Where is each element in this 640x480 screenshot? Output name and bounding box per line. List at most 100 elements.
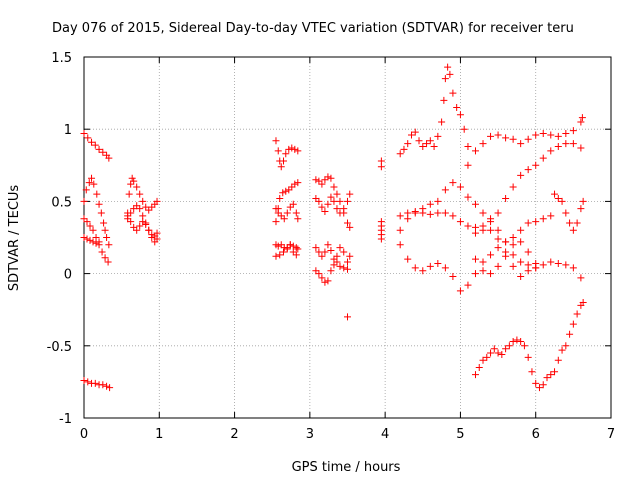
data-point-marker [487, 270, 495, 278]
series-sat-c [80, 215, 112, 266]
data-point-marker [148, 203, 156, 211]
data-point-marker [441, 186, 449, 194]
data-point-marker [532, 379, 540, 387]
series-sat-w [396, 234, 540, 295]
data-point-marker [277, 212, 285, 220]
data-point-marker [532, 218, 540, 226]
data-point-marker [274, 147, 282, 155]
series-sat-i [272, 137, 302, 171]
series-sat-z [471, 212, 555, 278]
data-point-marker [294, 147, 302, 155]
data-point-marker [532, 161, 540, 169]
data-point-marker [315, 270, 323, 278]
data-point-marker [315, 177, 323, 185]
y-tick-label: 1.5 [51, 51, 72, 66]
x-tick-label: 1 [155, 427, 163, 442]
data-point-marker [99, 381, 107, 389]
data-point-marker [88, 174, 96, 182]
data-point-marker [569, 226, 577, 234]
data-point-marker [426, 137, 434, 145]
data-point-marker [148, 234, 156, 241]
data-point-marker [524, 135, 532, 143]
series-sat-h [124, 212, 161, 246]
data-point-marker [494, 209, 502, 217]
data-point-marker [434, 209, 442, 217]
x-tick-label: 0 [80, 427, 88, 442]
data-point-marker [318, 274, 326, 282]
data-point-marker [573, 310, 581, 318]
data-point-marker [539, 261, 547, 269]
data-point-marker [438, 118, 446, 126]
data-point-marker [490, 345, 498, 353]
data-point-marker [292, 209, 300, 217]
data-point-marker [99, 148, 107, 156]
data-point-marker [505, 342, 513, 350]
x-tick-label: 6 [532, 427, 540, 442]
x-tick-label: 4 [381, 427, 389, 442]
data-point-marker [483, 353, 491, 361]
data-point-marker [543, 374, 551, 382]
data-point-marker [84, 378, 92, 386]
data-point-marker [456, 218, 464, 226]
data-point-marker [396, 226, 404, 234]
data-point-marker [272, 137, 280, 145]
data-point-marker [139, 218, 147, 226]
data-point-marker [554, 132, 562, 140]
y-axis-label: SDTVAR / TECUs [7, 185, 22, 292]
data-point-marker [569, 127, 577, 135]
data-point-marker [133, 183, 141, 191]
data-point-marker [517, 258, 525, 266]
data-point-marker [282, 187, 290, 195]
data-point-marker [426, 210, 434, 218]
data-point-marker [434, 259, 442, 267]
data-point-marker [487, 218, 495, 226]
data-point-marker [558, 346, 566, 354]
data-point-marker [404, 255, 412, 263]
data-point-marker [577, 144, 585, 152]
data-point-marker [464, 161, 472, 169]
data-point-marker [562, 140, 570, 148]
data-point-marker [321, 278, 329, 286]
data-point-marker [562, 130, 570, 138]
data-point-marker [312, 244, 320, 252]
data-point-marker [324, 173, 332, 181]
x-tick-label: 2 [230, 427, 238, 442]
data-point-marker [133, 202, 141, 210]
data-point-marker [336, 244, 344, 252]
data-point-marker [471, 270, 479, 278]
data-point-marker [288, 144, 296, 152]
data-point-marker [142, 221, 150, 229]
series-sat-x [464, 114, 586, 169]
data-point-marker [276, 195, 284, 203]
data-point-marker [95, 200, 103, 208]
data-point-marker [479, 140, 487, 148]
data-point-marker [91, 141, 99, 149]
data-point-marker [321, 248, 329, 256]
data-point-marker [80, 197, 88, 205]
series-sat-aa [551, 190, 587, 234]
data-point-marker [547, 258, 555, 266]
data-point-marker [441, 75, 449, 83]
y-tick-label: 1 [64, 123, 72, 138]
data-point-marker [272, 252, 280, 260]
data-point-marker [426, 200, 434, 208]
data-point-marker [145, 226, 153, 234]
data-point-marker [285, 186, 293, 194]
data-point-marker [336, 209, 344, 217]
data-point-marker [153, 235, 161, 243]
data-point-marker [434, 197, 442, 205]
data-point-marker [346, 223, 354, 231]
data-point-marker [579, 298, 587, 306]
data-point-marker [321, 176, 329, 184]
data-point-marker [289, 200, 297, 208]
data-point-marker [509, 251, 517, 259]
data-point-marker [286, 203, 294, 211]
data-point-marker [577, 205, 585, 213]
data-point-marker [377, 235, 385, 243]
series-sat-a [80, 130, 113, 162]
data-point-marker [517, 140, 525, 148]
data-point-marker [89, 226, 97, 234]
data-point-marker [396, 150, 404, 158]
data-point-marker [509, 262, 517, 270]
series-sat-e [80, 376, 114, 392]
